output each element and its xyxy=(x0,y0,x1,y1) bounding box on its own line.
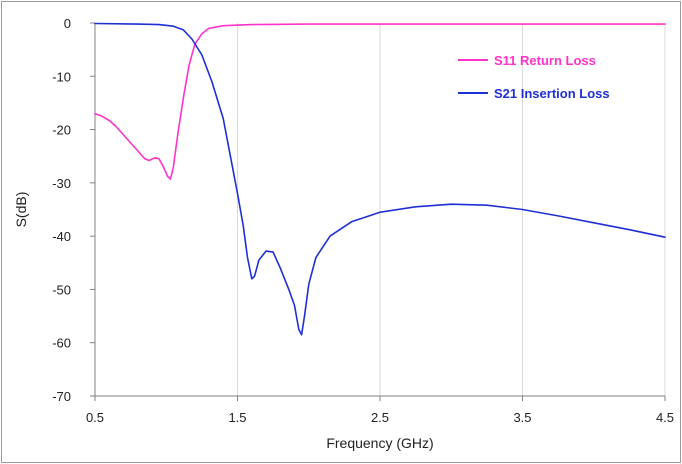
y-tick-label: -60 xyxy=(52,336,71,351)
series-lines xyxy=(94,22,666,336)
y-tick-label: -10 xyxy=(52,69,71,84)
legend-label-s11: S11 Return Loss xyxy=(494,53,596,68)
y-axis-title: S(dB) xyxy=(13,192,29,228)
x-tick-label: 2.5 xyxy=(371,410,389,425)
legend-label-s21: S21 Insertion Loss xyxy=(494,86,610,101)
x-tick-label: 0.5 xyxy=(86,410,104,425)
x-tick-label: 4.5 xyxy=(656,410,674,425)
y-tick-label: 0 xyxy=(64,16,71,31)
series-line-1 xyxy=(94,22,666,336)
y-tick-label: -20 xyxy=(52,123,71,138)
y-tick-label: -70 xyxy=(52,389,71,404)
legend: S11 Return Loss S21 Insertion Loss xyxy=(458,53,610,101)
x-axis-title: Frequency (GHz) xyxy=(326,435,433,451)
y-tick-label: -50 xyxy=(52,282,71,297)
grid xyxy=(94,23,666,396)
y-tick-label: -30 xyxy=(52,176,71,191)
x-tick-label: 3.5 xyxy=(513,410,531,425)
y-tick-label: -40 xyxy=(52,229,71,244)
axes: 0 -10 -20 -30 -40 -50 -60 -70 0.5 1.5 2.5 3.5 4.5 xyxy=(52,16,674,425)
x-tick-label: 1.5 xyxy=(228,410,246,425)
series-line-0 xyxy=(94,23,666,180)
